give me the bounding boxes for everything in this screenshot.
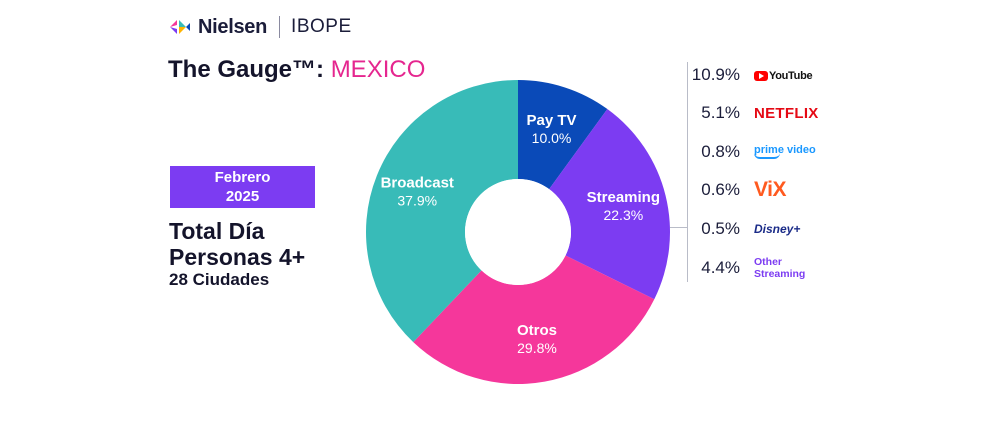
prime-wordmark: prime video (754, 144, 816, 156)
slice-label-broadcast: Broadcast (381, 175, 454, 192)
subtitle-line1: Total Día (169, 218, 265, 244)
netflix-logo: NETFLIX (754, 104, 819, 122)
breakdown-row-other: 4.4% Other Streaming (688, 255, 805, 281)
brand-divider (279, 16, 281, 38)
slice-pay-tv (518, 80, 608, 190)
breakdown-row-vix: 0.6% ViX (688, 177, 786, 203)
brand-name: Nielsen (198, 15, 268, 38)
slice-value-broadcast: 37.9% (397, 193, 437, 209)
other-streaming-value: 4.4% (701, 258, 740, 277)
title-country: MEXICO (330, 56, 426, 83)
youtube-wordmark: YouTube (769, 69, 813, 82)
period-badge: Febrero 2025 (170, 166, 315, 208)
title-main: The Gauge™: (168, 56, 331, 83)
donut-hole (465, 179, 571, 285)
slice-streaming (549, 109, 670, 300)
slice-value-pay-tv: 10.0% (532, 130, 572, 146)
slice-label-otros: Otros (517, 322, 557, 339)
cities-label: 28 Ciudades (169, 270, 270, 289)
vix-logo: ViX (754, 178, 786, 201)
prime-smile-icon (754, 153, 780, 159)
nielsen-logo-icon (170, 20, 190, 34)
slice-broadcast (365, 79, 518, 343)
page-title: The Gauge™: MEXICO (168, 56, 425, 84)
prime-video-logo: prime video (754, 145, 816, 159)
disney-value: 0.5% (701, 219, 740, 238)
audience-subtitle: Total Día Personas 4+ (169, 218, 305, 270)
netflix-value: 5.1% (701, 103, 740, 122)
youtube-play-icon (754, 70, 768, 81)
breakdown-row-disney: 0.5% Disney+ (688, 216, 800, 242)
streaming-breakdown: 10.9% YouTube 5.1% NETFLIX 0.8% prime vi… (687, 62, 838, 282)
slice-label-pay-tv: Pay TV (527, 112, 577, 129)
slice-value-otros: 29.8% (517, 340, 557, 356)
prime-value: 0.8% (701, 142, 740, 161)
subtitle-line2: Personas 4+ (169, 244, 306, 270)
youtube-logo: YouTube (754, 68, 813, 82)
other-line2: Streaming (754, 268, 806, 280)
breakdown-connector (670, 227, 687, 228)
period-year: 2025 (225, 188, 260, 205)
other-streaming-label: Other Streaming (754, 256, 805, 280)
vix-value: 0.6% (701, 180, 740, 199)
period-month: Febrero (214, 169, 271, 186)
breakdown-row-youtube: 10.9% YouTube (688, 62, 813, 88)
slice-value-streaming: 22.3% (603, 207, 643, 223)
slice-label-streaming: Streaming (587, 189, 660, 206)
header: Nielsen IBOPE (168, 14, 352, 40)
youtube-value: 10.9% (691, 65, 740, 84)
breakdown-row-netflix: 5.1% NETFLIX (688, 100, 819, 126)
other-line1: Other (754, 256, 783, 268)
disney-plus-logo: Disney+ (754, 222, 801, 236)
partner-name: IBOPE (291, 16, 352, 37)
breakdown-row-prime: 0.8% prime video (688, 139, 816, 165)
slice-otros (413, 255, 655, 385)
